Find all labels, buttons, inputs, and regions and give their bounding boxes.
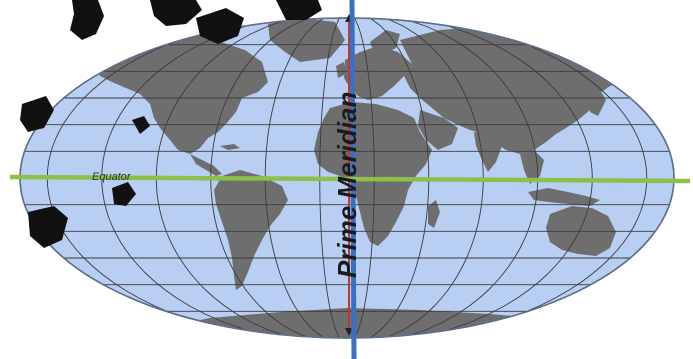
dark-curl-decoration-icon	[20, 0, 322, 248]
landmass-caribbean	[220, 144, 240, 150]
arrow-icon	[345, 328, 353, 336]
landmass-africa	[314, 102, 432, 246]
landmass-greenland	[268, 18, 345, 62]
landmass-europe	[344, 46, 412, 100]
landmass-japan	[590, 90, 606, 116]
prime-meridian-label: Prime Meridian	[332, 92, 362, 278]
landmass-south-america	[214, 170, 288, 290]
equator-green-line	[9, 174, 691, 184]
landmass-middle-east	[418, 110, 458, 150]
landmass-indonesia	[528, 188, 600, 206]
landmass-central-america	[190, 154, 222, 176]
landmass-madagascar	[428, 200, 440, 228]
equator-label: Equator	[92, 171, 132, 183]
landmass-india	[474, 132, 502, 172]
graticule-grid	[20, 18, 674, 338]
landmass-british-isles	[336, 62, 346, 78]
landmass-new-zealand	[636, 252, 646, 270]
landmass-scandinavia	[370, 30, 400, 54]
